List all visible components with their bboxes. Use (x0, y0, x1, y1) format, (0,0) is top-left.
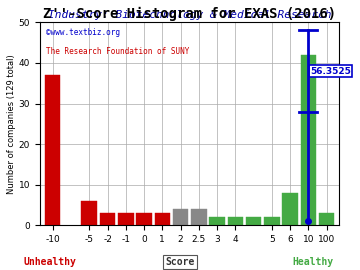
Bar (209, 217, 225, 225)
Text: 56.3525: 56.3525 (310, 66, 351, 76)
Bar (282, 193, 298, 225)
Bar (319, 213, 334, 225)
Title: Z''-Score Histogram for EXAS (2016): Z''-Score Histogram for EXAS (2016) (43, 7, 336, 21)
Bar (45, 75, 60, 225)
Text: ©www.textbiz.org: ©www.textbiz.org (46, 28, 120, 37)
Bar (100, 213, 115, 225)
Bar (136, 213, 152, 225)
Text: The Research Foundation of SUNY: The Research Foundation of SUNY (46, 47, 189, 56)
Bar (228, 217, 243, 225)
Text: Industry: Biotechnology & Medical Research: Industry: Biotechnology & Medical Resear… (48, 10, 332, 20)
Bar (301, 55, 316, 225)
Bar (81, 201, 97, 225)
Text: Healthy: Healthy (293, 257, 334, 267)
Bar (264, 217, 280, 225)
Text: Unhealthy: Unhealthy (24, 257, 77, 267)
Bar (173, 209, 188, 225)
Bar (154, 213, 170, 225)
Y-axis label: Number of companies (129 total): Number of companies (129 total) (7, 54, 16, 194)
Bar (191, 209, 207, 225)
Text: Score: Score (165, 257, 195, 267)
Bar (246, 217, 261, 225)
Bar (118, 213, 134, 225)
